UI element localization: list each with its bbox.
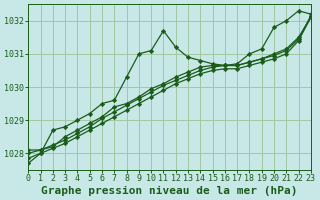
X-axis label: Graphe pression niveau de la mer (hPa): Graphe pression niveau de la mer (hPa) bbox=[41, 186, 298, 196]
